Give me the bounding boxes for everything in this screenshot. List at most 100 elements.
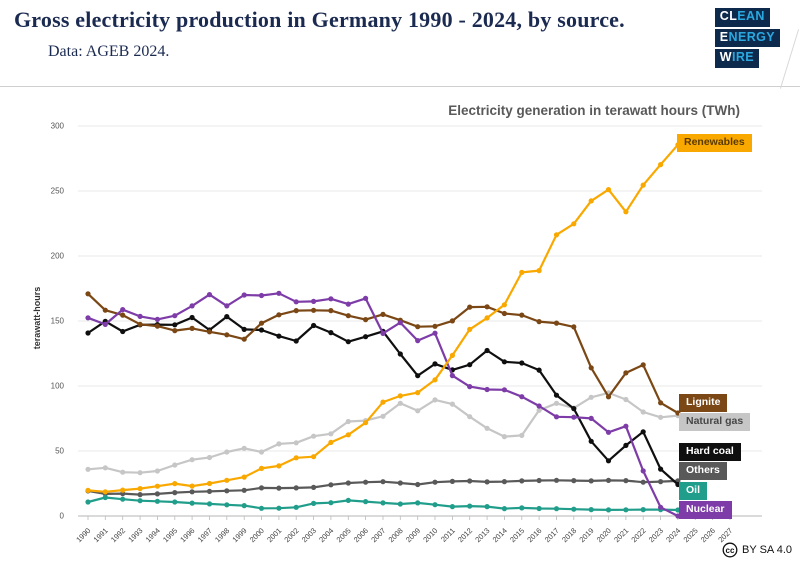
series-point-renewables <box>328 439 334 445</box>
series-point-oil <box>623 507 629 513</box>
x-tick-label: 2006 <box>352 526 370 544</box>
series-point-natural-gas <box>276 441 282 447</box>
series-point-hard-coal <box>588 438 594 444</box>
series-point-nuclear <box>484 386 490 393</box>
x-tick-label: 2020 <box>595 526 613 544</box>
series-point-natural-gas <box>536 407 542 413</box>
series-point-others <box>658 479 664 485</box>
series-point-others <box>484 479 490 485</box>
x-tick-label: 2015 <box>508 526 526 544</box>
series-point-hard-coal <box>120 328 126 335</box>
series-point-lignite <box>120 312 126 318</box>
series-point-renewables <box>189 483 195 489</box>
x-tick-label: 1993 <box>126 526 144 544</box>
x-tick-label: 1994 <box>144 526 162 544</box>
x-tick-label: 2026 <box>699 526 717 544</box>
y-tick-label: 200 <box>51 252 65 261</box>
y-tick-label: 300 <box>51 122 65 131</box>
series-point-nuclear <box>172 313 178 319</box>
chart-title: Electricity generation in terawatt hours… <box>448 103 740 118</box>
series-point-renewables <box>345 432 351 438</box>
series-point-oil <box>293 504 299 510</box>
series-point-nuclear <box>536 403 542 409</box>
series-point-renewables <box>172 481 178 487</box>
series-point-hard-coal <box>432 361 438 367</box>
series-point-lignite <box>484 304 490 310</box>
series-point-others <box>605 477 612 483</box>
series-point-nuclear <box>415 338 421 344</box>
series-point-nuclear <box>241 292 247 298</box>
series-point-renewables <box>519 269 525 275</box>
series-point-natural-gas <box>137 470 143 476</box>
series-point-renewables <box>536 268 542 274</box>
series-point-lignite <box>623 370 629 376</box>
series-point-others <box>623 478 629 484</box>
series-point-others <box>519 478 525 484</box>
series-point-lignite <box>345 313 351 319</box>
series-point-lignite <box>588 365 594 371</box>
page-title: Gross electricity production in Germany … <box>14 7 625 32</box>
series-point-lignite <box>328 308 334 314</box>
series-point-others <box>258 485 265 491</box>
series-point-others <box>536 477 542 484</box>
series-point-others <box>172 490 178 496</box>
series-point-nuclear <box>258 292 265 299</box>
series-point-nuclear <box>102 321 108 327</box>
series-line-lignite <box>86 292 680 415</box>
x-tick-label: 2019 <box>577 526 595 544</box>
series-point-natural-gas <box>293 440 299 446</box>
series-point-others <box>501 479 507 485</box>
series-label-hard-coal: Hard coal <box>679 443 741 461</box>
series-point-hard-coal <box>658 466 664 472</box>
license-text: BY SA 4.0 <box>742 544 792 556</box>
series-point-oil <box>397 501 403 507</box>
series-point-renewables <box>102 489 108 495</box>
x-tick-label: 2009 <box>404 526 422 544</box>
series-point-renewables <box>154 483 160 489</box>
header-divider <box>0 86 800 87</box>
series-point-oil <box>588 507 594 513</box>
y-tick-label: 250 <box>51 187 65 196</box>
series-point-oil <box>120 496 126 502</box>
series-point-lignite <box>206 329 213 335</box>
series-point-oil <box>224 502 230 508</box>
series-point-hard-coal <box>640 429 646 435</box>
series-point-hard-coal <box>345 339 351 345</box>
x-tick-label: 2021 <box>612 526 630 544</box>
series-point-hard-coal <box>623 442 629 448</box>
series-point-natural-gas <box>519 432 525 438</box>
series-point-natural-gas <box>397 400 403 406</box>
series-point-lignite <box>501 310 507 317</box>
x-tick-label: 2012 <box>456 526 474 544</box>
series-point-oil <box>415 500 421 506</box>
series-point-hard-coal <box>484 347 490 354</box>
series-point-others <box>345 480 351 486</box>
series-point-natural-gas <box>311 433 317 439</box>
series-point-renewables <box>224 477 230 483</box>
series-point-others <box>293 485 299 491</box>
series-point-natural-gas <box>102 465 108 471</box>
series-point-oil <box>571 506 577 512</box>
series-point-nuclear <box>224 303 230 309</box>
series-label-lignite: Lignite <box>679 394 728 412</box>
series-point-others <box>328 482 334 488</box>
series-point-oil <box>501 506 507 512</box>
series-point-renewables <box>293 455 299 461</box>
x-tick-label: 1990 <box>74 526 92 544</box>
series-point-lignite <box>85 291 91 297</box>
series-point-others <box>224 488 230 494</box>
series-point-lignite <box>571 324 577 330</box>
series-point-lignite <box>137 321 143 327</box>
series-point-lignite <box>102 307 108 313</box>
data-source-subtitle: Data: AGEB 2024. <box>48 43 170 60</box>
series-point-renewables <box>449 352 455 358</box>
series-point-natural-gas <box>206 454 213 461</box>
series-point-hard-coal <box>311 322 317 329</box>
series-point-lignite <box>449 318 455 324</box>
series-point-renewables <box>432 377 438 383</box>
cc-icon: cc <box>722 542 738 558</box>
series-point-oil <box>102 494 108 501</box>
series-point-oil <box>536 505 542 512</box>
series-point-oil <box>519 505 525 511</box>
series-point-nuclear <box>85 315 91 321</box>
